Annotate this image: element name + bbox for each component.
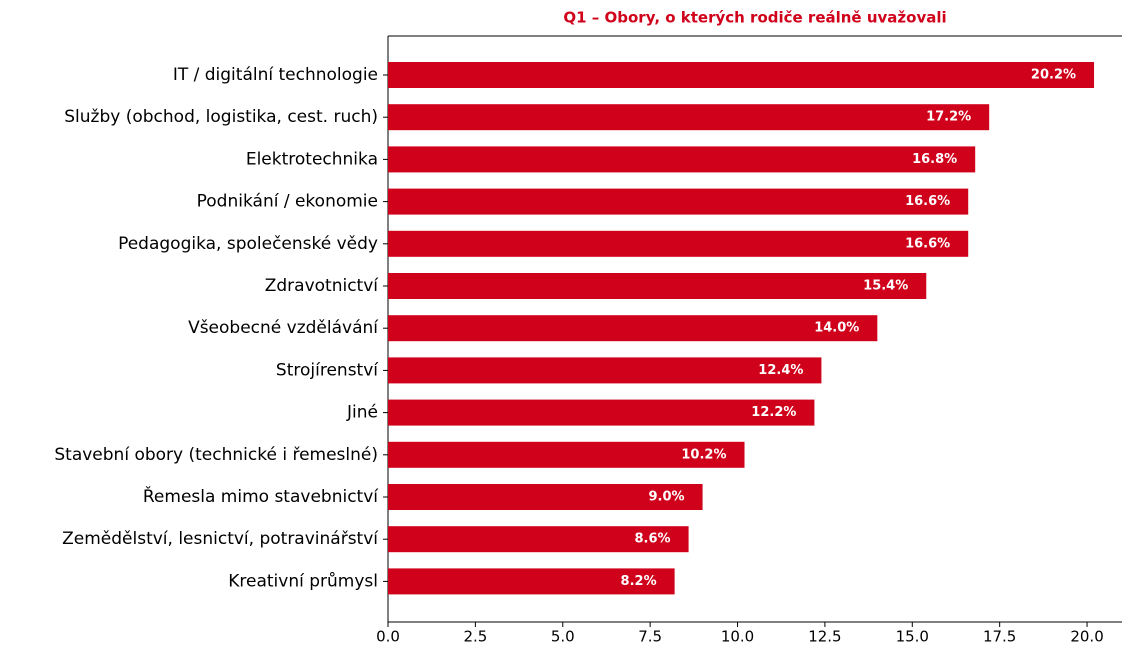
y-tick-label: Zdravotnictví (265, 276, 380, 296)
value-label: 14.0% (814, 321, 859, 336)
y-tick-label: Jiné (346, 403, 378, 423)
y-tick-label: Podnikání / ekonomie (197, 192, 378, 212)
value-label: 16.6% (905, 236, 950, 251)
bar (388, 484, 703, 510)
bar (388, 188, 969, 215)
x-tick-label: 20.0 (1070, 628, 1103, 646)
y-tick-label: Řemesla mimo stavebnictví (143, 485, 379, 507)
bar (388, 399, 815, 426)
x-tick-label: 12.5 (808, 628, 841, 646)
x-tick-label: 15.0 (896, 628, 929, 646)
bar (388, 357, 822, 384)
y-tick-label: Elektrotechnika (246, 149, 378, 169)
bar (388, 230, 969, 257)
value-label: 16.6% (905, 194, 950, 209)
y-tick-label: Pedagogika, společenské vědy (118, 234, 378, 254)
y-tick-label: Kreativní průmysl (228, 571, 378, 591)
bar (388, 104, 990, 131)
value-label: 12.2% (751, 405, 796, 420)
bar (388, 62, 1095, 88)
x-tick-label: 5.0 (551, 628, 575, 646)
bar (388, 273, 927, 299)
chart-title: Q1 – Obory, o kterých rodiče reálně uvaž… (563, 9, 946, 27)
x-tick-label: 17.5 (983, 628, 1016, 646)
y-tick-label: Všeobecné vzdělávání (188, 318, 379, 338)
value-label: 8.2% (621, 574, 657, 589)
x-tick-label: 7.5 (638, 628, 662, 646)
y-tick-label: Zemědělství, lesnictví, potravinářství (62, 529, 379, 549)
value-label: 10.2% (681, 447, 726, 462)
y-tick-label: Stavební obory (technické i řemeslné) (54, 445, 378, 465)
y-tick-label: Strojírenství (276, 360, 379, 380)
value-label: 9.0% (649, 490, 685, 505)
y-tick-label: Služby (obchod, logistika, cest. ruch) (64, 107, 378, 127)
value-label: 8.6% (635, 532, 671, 547)
bar (388, 315, 878, 342)
value-label: 20.2% (1031, 68, 1076, 83)
value-label: 12.4% (758, 363, 803, 378)
y-tick-label: IT / digitální technologie (173, 65, 378, 85)
value-label: 17.2% (926, 110, 971, 125)
bar (388, 441, 745, 468)
x-tick-label: 10.0 (721, 628, 754, 646)
bar (388, 526, 689, 553)
x-tick-label: 2.5 (463, 628, 487, 646)
value-label: 16.8% (912, 152, 957, 167)
bar (388, 146, 976, 173)
x-tick-label: 0.0 (376, 628, 400, 646)
bar (388, 568, 675, 595)
value-label: 15.4% (863, 279, 908, 294)
